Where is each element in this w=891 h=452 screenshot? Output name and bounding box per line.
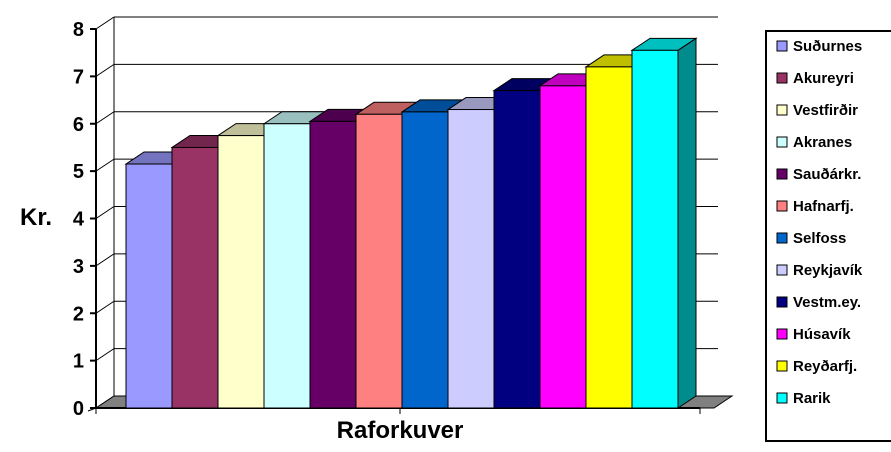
bar-front [539, 85, 587, 409]
y-tick-label: 4 [73, 209, 85, 231]
legend-swatch [776, 72, 788, 84]
legend-swatch [776, 136, 788, 148]
x-axis-title: Raforkuver [337, 417, 464, 444]
legend-label: Reykjavík [793, 262, 863, 279]
legend-item: Suðurnes [776, 38, 862, 55]
legend-item: Rarik [776, 390, 831, 407]
y-axis-ticks: 0 1 2 3 4 5 6 7 8 [73, 19, 96, 420]
y-tick-label: 2 [73, 303, 84, 325]
bar-front [493, 90, 541, 409]
y-tick-label: 8 [73, 19, 84, 41]
legend-item: Reykjavík [776, 262, 863, 279]
legend-label: Suðurnes [793, 38, 862, 55]
gridline-diagonal [95, 253, 115, 267]
legend-item: Vestfirðir [776, 102, 858, 119]
bar-front [631, 49, 679, 409]
y-axis-title: Kr. [20, 204, 52, 231]
legend-label: Akranes [793, 134, 852, 151]
legend-item: Selfoss [776, 230, 846, 247]
gridline-diagonal [95, 158, 115, 172]
bar-side [677, 37, 697, 409]
legend-swatch [776, 296, 788, 308]
legend-swatch [776, 392, 788, 404]
bar-front [585, 66, 633, 409]
legend-label: Reyðarfj. [793, 358, 857, 375]
y-tick-label: 3 [73, 256, 84, 278]
legend-label: Selfoss [793, 230, 846, 247]
bar-front [309, 120, 357, 409]
legend-item: Akranes [776, 134, 852, 151]
bar-front [355, 113, 403, 409]
legend-swatch [776, 232, 788, 244]
legend-label: Vestm.ey. [793, 294, 861, 311]
legend-swatch [776, 200, 788, 212]
bar-12 [630, 37, 698, 409]
bars [124, 37, 698, 409]
legend-label: Rarik [793, 390, 831, 407]
legend: Suðurnes Akureyri Vestfirðir Akranes Sauðárk… [765, 30, 891, 442]
gridline-diagonal [95, 206, 115, 219]
y-tick-label: 6 [73, 114, 84, 136]
legend-item: Sauðárkr. [776, 166, 861, 183]
y-tick-label: 0 [73, 398, 84, 420]
legend-item: Hafnarfj. [776, 198, 854, 215]
bar-front [217, 135, 265, 409]
legend-swatch [776, 168, 788, 180]
legend-swatch [776, 264, 788, 276]
bar-front [401, 111, 449, 409]
legend-item: Akureyri [776, 70, 854, 87]
gridline-diagonal [95, 111, 115, 125]
legend-item: Vestm.ey. [776, 294, 861, 311]
gridline-diagonal [95, 63, 115, 77]
bar-front [171, 146, 219, 409]
gridline-diagonal [95, 348, 115, 362]
legend-swatch [776, 104, 788, 116]
gridline-diagonal [95, 300, 115, 314]
bar-front [447, 109, 495, 409]
legend-label: Akureyri [793, 70, 854, 87]
gridline-diagonal [95, 16, 115, 30]
y-tick-label: 5 [73, 161, 84, 183]
bar-front [125, 163, 173, 409]
legend-swatch [776, 328, 788, 340]
legend-label: Sauðárkr. [793, 166, 861, 183]
legend-label: Hafnarfj. [793, 198, 854, 215]
legend-item: Húsavík [776, 326, 851, 343]
bar-front [263, 123, 311, 409]
legend-swatch [776, 360, 788, 372]
y-tick-label: 7 [73, 66, 84, 88]
legend-label: Vestfirðir [793, 102, 858, 119]
legend-item: Reyðarfj. [776, 358, 857, 375]
legend-swatch [776, 40, 788, 52]
legend-label: Húsavík [793, 326, 851, 343]
y-tick-label: 1 [73, 351, 84, 373]
